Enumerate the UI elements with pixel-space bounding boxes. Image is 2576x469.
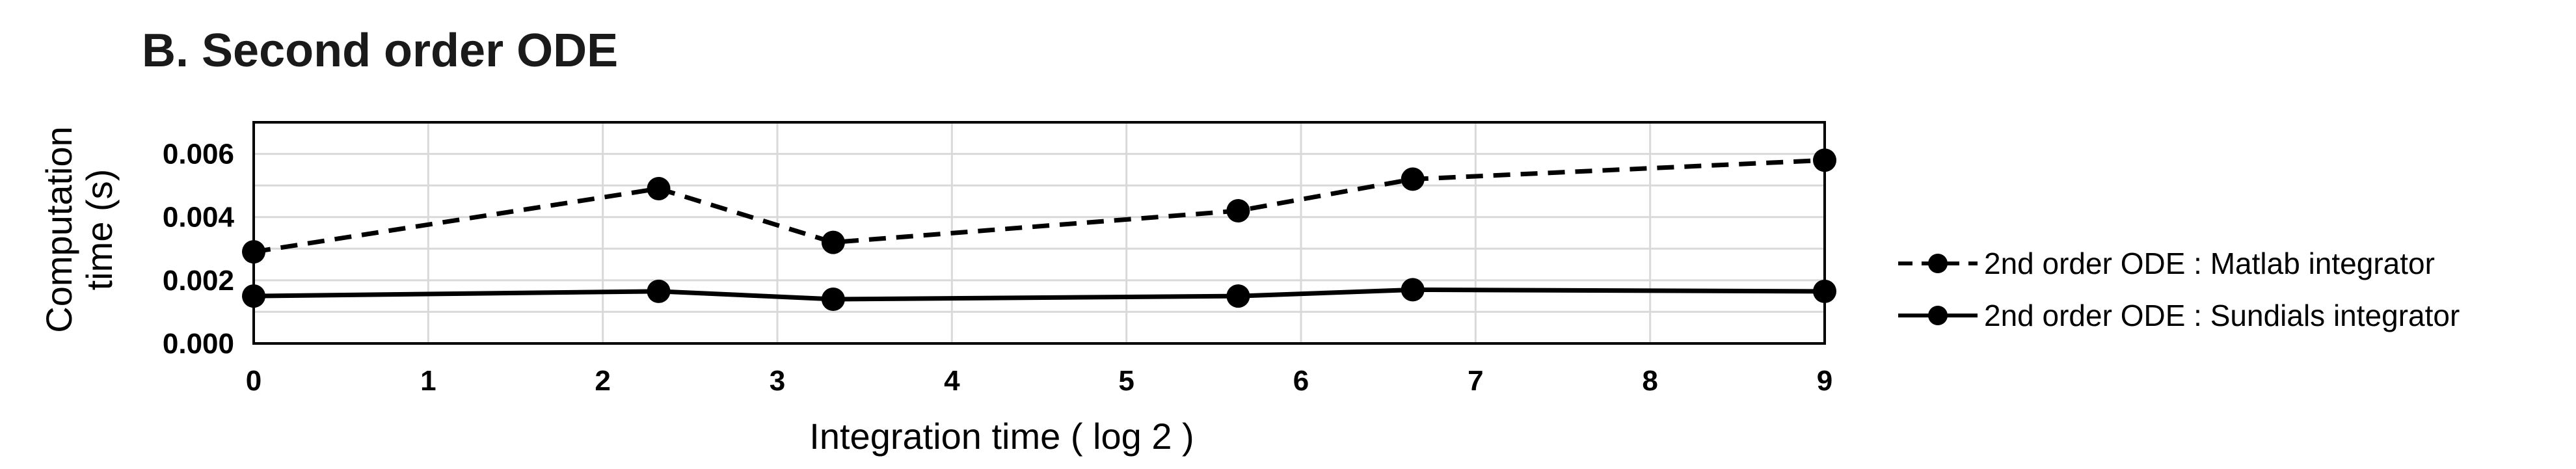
data-point: [821, 230, 845, 254]
x-tick-label: 1: [420, 365, 436, 397]
data-point: [242, 240, 265, 264]
x-tick-label: 6: [1293, 365, 1309, 397]
series-line: [253, 287, 1825, 302]
data-point: [1226, 284, 1250, 308]
y-tick-label: 0.004: [163, 202, 235, 234]
data-point: [1813, 279, 1836, 303]
x-tick-label: 8: [1642, 365, 1657, 397]
data-point: [821, 288, 845, 311]
x-tick-label: 3: [770, 365, 785, 397]
plot-area: [252, 121, 1826, 345]
x-axis-label: Integration time ( log 2 ): [809, 416, 1194, 457]
y-axis-label: Computationtime (s): [38, 126, 120, 333]
chart-title: B. Second order ODE: [142, 25, 618, 77]
data-point: [1226, 199, 1250, 222]
x-tick-label: 4: [944, 365, 960, 397]
x-tick-label: 7: [1468, 365, 1483, 397]
y-axis-label-line: Computation: [38, 126, 79, 333]
legend-marker: [1928, 254, 1948, 273]
data-point: [647, 177, 671, 200]
legend: 2nd order ODE : Matlab integrator 2nd ord…: [1898, 247, 2460, 332]
series-line: [253, 157, 1825, 254]
legend-marker: [1928, 306, 1948, 325]
grid: [252, 121, 1826, 345]
data-point: [242, 284, 265, 308]
data-point: [1401, 278, 1425, 302]
x-tick-label: 5: [1118, 365, 1134, 397]
x-tick-label: 2: [595, 365, 610, 397]
y-axis-ticks: 0.000 0.002 0.004 0.006: [163, 139, 235, 360]
data-point: [647, 279, 671, 303]
legend-label: 2nd order ODE : Sundials integrator: [1984, 299, 2460, 332]
y-tick-label: 0.000: [163, 328, 234, 360]
x-tick-label: 9: [1817, 365, 1832, 397]
x-axis-ticks: 0 1 2 3 4 5 6 7 8 9: [246, 365, 1832, 397]
y-axis-label-line: time (s): [79, 169, 120, 291]
data-point: [1813, 148, 1836, 172]
series-group: [242, 148, 1836, 311]
y-tick-label: 0.002: [163, 265, 234, 297]
data-point: [1401, 167, 1425, 191]
y-tick-label: 0.006: [163, 139, 234, 170]
legend-label: 2nd order ODE : Matlab integrator: [1984, 247, 2435, 280]
x-tick-label: 0: [246, 365, 262, 397]
